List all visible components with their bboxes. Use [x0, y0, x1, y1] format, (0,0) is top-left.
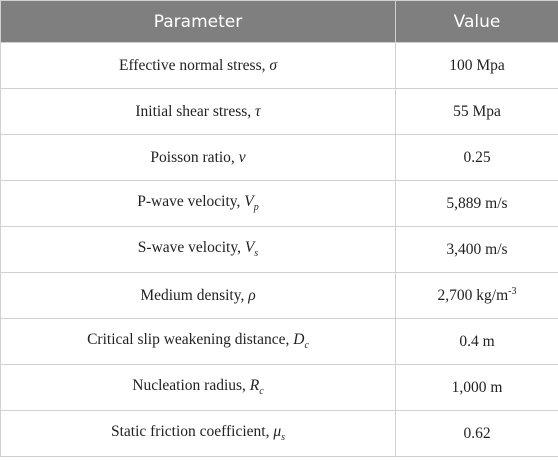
parameter-symbol: ρ: [248, 286, 256, 304]
parameter-label: Initial shear stress,: [135, 102, 256, 120]
parameter-label: Critical slip weakening distance,: [87, 331, 294, 349]
parameter-symbol: D: [293, 331, 305, 349]
header-cell: Value: [395, 0, 558, 43]
header-cell: Parameter: [0, 0, 396, 43]
value-text: 1,000 m: [451, 378, 503, 396]
value-cell: 0.4 m: [395, 318, 558, 365]
parameter-label: P-wave velocity,: [137, 193, 245, 211]
table-row: Static friction coefficient, μs 0.62: [0, 410, 558, 457]
value-text: 5,889 m/s: [446, 194, 508, 212]
table-row: Medium density, ρ 2,700 kg/m-3: [0, 272, 558, 319]
value-text: 0.25: [463, 148, 491, 166]
value-cell: 5,889 m/s: [395, 180, 558, 227]
parameter-cell: P-wave velocity, Vp: [0, 180, 396, 227]
symbol-subscript: c: [304, 340, 309, 352]
parameter-symbol: V: [244, 193, 254, 211]
parameter-symbol: R: [249, 377, 260, 395]
table-row: Critical slip weakening distance, Dc 0.4 …: [0, 318, 558, 365]
parameter-label: Static friction coefficient,: [110, 423, 274, 441]
parameter-cell: Effective normal stress, σ: [0, 42, 396, 89]
value-cell: 1,000 m: [395, 364, 558, 411]
parameter-cell: Medium density, ρ: [0, 272, 396, 319]
symbol-subscript: s: [254, 248, 259, 260]
header-row: Parameter Value: [0, 0, 558, 43]
value-cell: 55 Mpa: [395, 88, 558, 135]
parameter-label: Effective normal stress,: [118, 56, 270, 74]
parameter-cell: Static friction coefficient, μs: [0, 410, 396, 457]
symbol-subscript: p: [253, 202, 259, 214]
parameter-cell: Critical slip weakening distance, Dc: [0, 318, 396, 365]
table-body: Effective normal stress, σ 100 Mpa Initial…: [0, 42, 558, 457]
parameter-symbol: σ: [269, 56, 278, 74]
parameter-symbol: V: [244, 239, 255, 257]
value-text: 55 Mpa: [453, 102, 501, 120]
parameter-label: S-wave velocity,: [137, 239, 245, 257]
parameter-label: Nucleation radius,: [132, 377, 250, 395]
table-row: S-wave velocity, Vs 3,400 m/s: [0, 226, 558, 273]
value-text: 0.4 m: [459, 332, 495, 350]
value-text: 0.62: [463, 424, 491, 442]
parameter-cell: S-wave velocity, Vs: [0, 226, 396, 273]
parameter-symbol: ν: [238, 148, 246, 166]
value-cell: 0.62: [395, 410, 558, 457]
table-row: Effective normal stress, σ 100 Mpa: [0, 42, 558, 89]
symbol-subscript: c: [259, 386, 264, 398]
parameter-label: Poisson ratio,: [150, 148, 239, 166]
parameter-symbol: τ: [255, 102, 261, 120]
parameter-symbol: μ: [273, 423, 282, 441]
symbol-subscript: s: [281, 432, 286, 444]
table-row: Initial shear stress, τ 55 Mpa: [0, 88, 558, 135]
value-cell: 2,700 kg/m-3: [395, 272, 558, 319]
parameter-cell: Poisson ratio, ν: [0, 134, 396, 181]
value-text: 100 Mpa: [449, 56, 505, 74]
value-cell: 3,400 m/s: [395, 226, 558, 273]
parameter-cell: Initial shear stress, τ: [0, 88, 396, 135]
table-row: P-wave velocity, Vp 5,889 m/s: [0, 180, 558, 227]
value-text: 2,700 kg/m: [437, 287, 509, 305]
value-cell: 100 Mpa: [395, 42, 558, 89]
parameter-cell: Nucleation radius, Rc: [0, 364, 396, 411]
table-row: Poisson ratio, ν 0.25: [0, 134, 558, 181]
value-cell: 0.25: [395, 134, 558, 181]
value-text: 3,400 m/s: [446, 240, 508, 258]
table-row: Nucleation radius, Rc 1,000 m: [0, 364, 558, 411]
parameter-label: Medium density,: [140, 286, 249, 304]
value-superscript: -3: [508, 285, 517, 297]
